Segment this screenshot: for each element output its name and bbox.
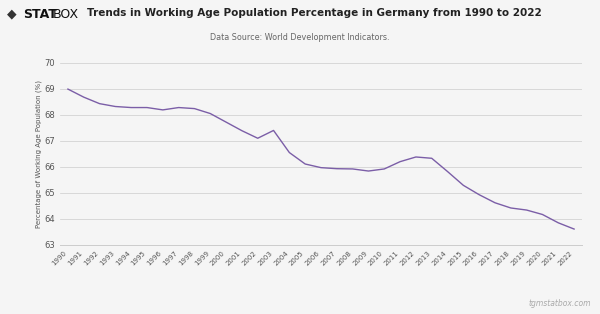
Text: tgmstatbox.com: tgmstatbox.com — [529, 299, 591, 308]
Text: BOX: BOX — [53, 8, 79, 21]
Text: Data Source: World Development Indicators.: Data Source: World Development Indicator… — [210, 33, 390, 42]
Y-axis label: Percentage of Working Age Population (%): Percentage of Working Age Population (%) — [35, 80, 41, 228]
Text: Trends in Working Age Population Percentage in Germany from 1990 to 2022: Trends in Working Age Population Percent… — [87, 8, 542, 18]
Text: ◆: ◆ — [7, 8, 17, 21]
Text: STAT: STAT — [23, 8, 56, 21]
